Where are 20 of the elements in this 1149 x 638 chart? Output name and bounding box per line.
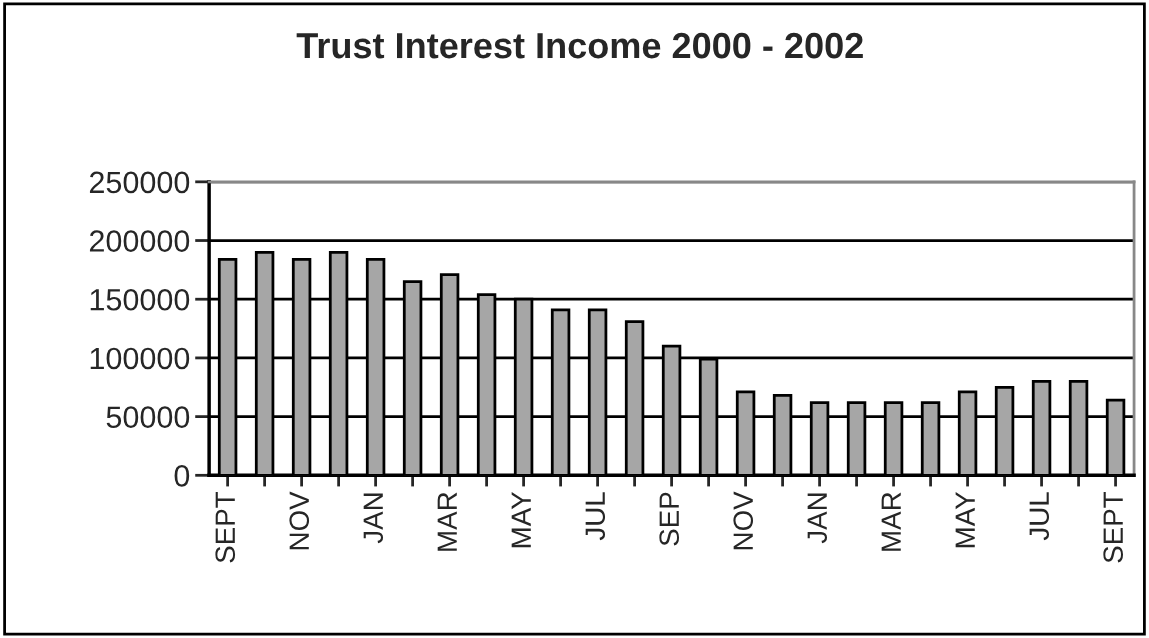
y-tick-label: 250000 xyxy=(89,171,190,194)
y-tick-label: 0 xyxy=(174,465,190,487)
y-tick-label: 200000 xyxy=(89,230,190,252)
x-tick-label: JUL xyxy=(585,492,606,541)
x-tick-label: MAR xyxy=(437,492,457,551)
x-tick-label: MAY xyxy=(955,491,975,548)
x-tick-label: SEPT xyxy=(1103,491,1124,563)
y-tick-label: 150000 xyxy=(90,288,190,311)
x-tick-label: JAN xyxy=(807,493,828,544)
x-tick-label: MAY xyxy=(511,491,531,548)
x-tick-label: MAR xyxy=(881,492,901,551)
x-tick-label: SEPT xyxy=(215,491,236,563)
x-tick-label: NOV xyxy=(289,491,310,550)
x-tick-label: SEP xyxy=(659,492,680,546)
x-tick-label: JAN xyxy=(363,493,384,544)
x-tick-label: JUL xyxy=(1029,492,1050,541)
chart-title: Trust Interest Income 2000 - 2002 xyxy=(296,32,863,59)
x-tick-label: NOV xyxy=(733,491,754,550)
y-tick-label: 100000 xyxy=(90,347,190,370)
y-tick-label: 50000 xyxy=(106,406,190,428)
